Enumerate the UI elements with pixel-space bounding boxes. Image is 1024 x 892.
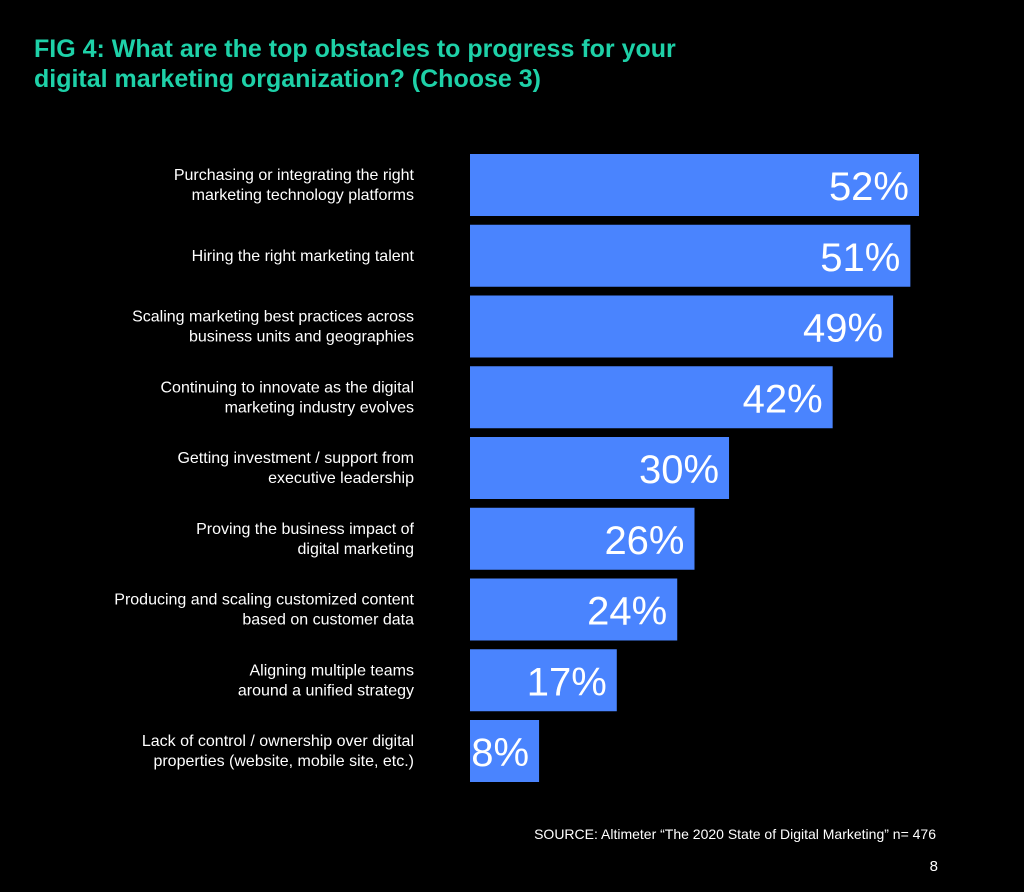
bar-value-label: 26% bbox=[604, 519, 684, 563]
bar-value-label: 30% bbox=[639, 448, 719, 492]
category-label: Proving the business impact of digital ma… bbox=[196, 521, 414, 558]
bar-value-label: 52% bbox=[829, 165, 909, 209]
bar bbox=[470, 578, 678, 641]
bar bbox=[470, 507, 695, 570]
bar-value-label: 49% bbox=[803, 307, 883, 351]
bar bbox=[470, 366, 833, 429]
bar bbox=[470, 720, 540, 782]
bar-value-label: 17% bbox=[527, 660, 607, 704]
category-label: Producing and scaling customized content… bbox=[114, 592, 414, 629]
bar-value-label: 51% bbox=[820, 236, 900, 280]
category-label: Scaling marketing best practices across b… bbox=[132, 309, 414, 346]
bar-value-label: 42% bbox=[743, 377, 823, 421]
bar bbox=[470, 224, 911, 287]
category-label: Lack of control / ownership over digital… bbox=[142, 733, 414, 770]
chart-title: FIG 4: What are the top obstacles to pro… bbox=[34, 35, 676, 93]
bar-value-label: 24% bbox=[587, 590, 667, 634]
category-label: Purchasing or integrating the right marke… bbox=[174, 167, 415, 204]
bar bbox=[470, 295, 894, 358]
bar bbox=[470, 649, 617, 712]
bar bbox=[470, 437, 730, 499]
bar-value-label: 8% bbox=[471, 731, 529, 775]
page-number: 8 bbox=[929, 858, 938, 875]
category-label: Aligning multiple teams around a unified … bbox=[238, 662, 414, 699]
bar bbox=[470, 154, 919, 216]
category-label: Continuing to innovate as the digital mar… bbox=[160, 379, 414, 416]
category-label: Getting investment / support from executi… bbox=[177, 450, 414, 487]
source-note: SOURCE: Altimeter “The 2020 State of Dig… bbox=[534, 826, 936, 842]
category-label: Hiring the right marketing talent bbox=[192, 248, 415, 265]
